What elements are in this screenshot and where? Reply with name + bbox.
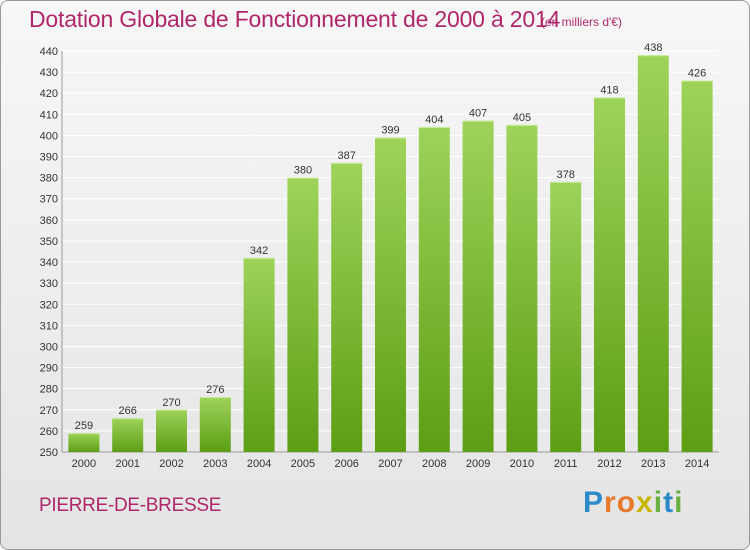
bar[interactable] (112, 418, 144, 452)
y-tick-label: 310 (40, 320, 58, 332)
x-tick-label: 2007 (378, 458, 402, 470)
logo-letter: t (663, 486, 675, 519)
bar[interactable] (506, 124, 538, 453)
x-tick-label: 2014 (685, 458, 709, 470)
x-tick-label: 2012 (597, 458, 621, 470)
bar[interactable] (681, 80, 713, 453)
y-tick-label: 320 (40, 299, 58, 311)
commune-name: PIERRE-DE-BRESSE (39, 495, 222, 516)
y-tick-label: 340 (40, 257, 58, 269)
x-tick-label: 2003 (203, 458, 227, 470)
y-tick-label: 440 (40, 46, 58, 58)
data-labels: 259 266 270 276 342 380 387 399 404 407 405 378 418 4… (75, 42, 707, 432)
bars (68, 55, 713, 453)
logo-letter: P (583, 486, 605, 519)
y-tick-label: 370 (40, 194, 58, 206)
x-tick-label: 2004 (247, 458, 271, 470)
data-label: 438 (644, 42, 662, 54)
y-tick-label: 290 (40, 363, 58, 375)
y-tick-label: 430 (40, 67, 58, 79)
y-tick-label: 360 (40, 215, 58, 227)
logo-letter: i (674, 486, 684, 519)
proxiti-logo[interactable]: Proxiti (583, 486, 683, 520)
y-tick-label: 380 (40, 173, 58, 185)
x-tick-label: 2002 (159, 458, 183, 470)
bar[interactable] (287, 177, 319, 452)
logo-letter: o (616, 486, 637, 519)
logo-letter: r (604, 486, 617, 519)
data-label: 270 (162, 397, 180, 409)
y-tick-label: 270 (40, 405, 58, 417)
unit-note: (en milliers d'€) (541, 15, 622, 29)
bar[interactable] (156, 409, 187, 452)
x-tick-label: 2013 (641, 458, 665, 470)
data-label: 407 (469, 108, 487, 120)
x-tick-label: 2008 (422, 458, 446, 470)
data-label: 426 (688, 68, 706, 80)
x-tick-label: 2001 (115, 458, 139, 470)
bar[interactable] (462, 120, 494, 452)
x-axis: 2000 2001 2002 2003 2004 2005 2006 2007 2008 2009… (72, 458, 710, 470)
data-label: 259 (75, 420, 93, 432)
y-axis: 250 260 270 280 290 300 310 320 330 340 350 360 370 3… (40, 46, 58, 459)
bar[interactable] (375, 137, 406, 452)
data-label: 404 (425, 114, 443, 126)
x-tick-label: 2010 (510, 458, 534, 470)
data-label: 276 (206, 384, 224, 396)
bar[interactable] (594, 97, 625, 452)
data-label: 380 (294, 165, 312, 177)
data-label: 266 (119, 405, 137, 417)
bar[interactable] (637, 55, 669, 452)
y-tick-label: 260 (40, 426, 58, 438)
y-tick-label: 280 (40, 384, 58, 396)
x-tick-label: 2011 (554, 458, 578, 470)
y-tick-label: 410 (40, 109, 58, 121)
bar[interactable] (418, 126, 450, 453)
y-tick-label: 330 (40, 278, 58, 290)
bar[interactable] (68, 433, 100, 452)
x-tick-label: 2006 (334, 458, 358, 470)
y-tick-label: 350 (40, 236, 58, 248)
bar[interactable] (199, 397, 231, 452)
bar[interactable] (243, 257, 275, 452)
x-tick-label: 2009 (466, 458, 490, 470)
data-label: 342 (250, 245, 268, 257)
data-label: 405 (513, 112, 531, 124)
bar[interactable] (331, 162, 363, 452)
logo-letter: x (636, 486, 654, 519)
y-tick-label: 400 (40, 130, 58, 142)
y-tick-label: 300 (40, 341, 58, 353)
data-label: 418 (600, 84, 618, 96)
y-tick-label: 250 (40, 447, 58, 459)
bar[interactable] (550, 181, 582, 452)
logo-letter: i (653, 486, 664, 519)
x-tick-label: 2000 (72, 458, 96, 470)
y-tick-label: 390 (40, 152, 58, 164)
data-label: 378 (557, 169, 575, 181)
data-label: 387 (338, 150, 356, 162)
chart-title: Dotation Globale de Fonctionnement de 20… (29, 6, 561, 32)
x-tick-label: 2005 (291, 458, 315, 470)
y-tick-label: 420 (40, 88, 58, 100)
data-label: 399 (381, 125, 399, 137)
